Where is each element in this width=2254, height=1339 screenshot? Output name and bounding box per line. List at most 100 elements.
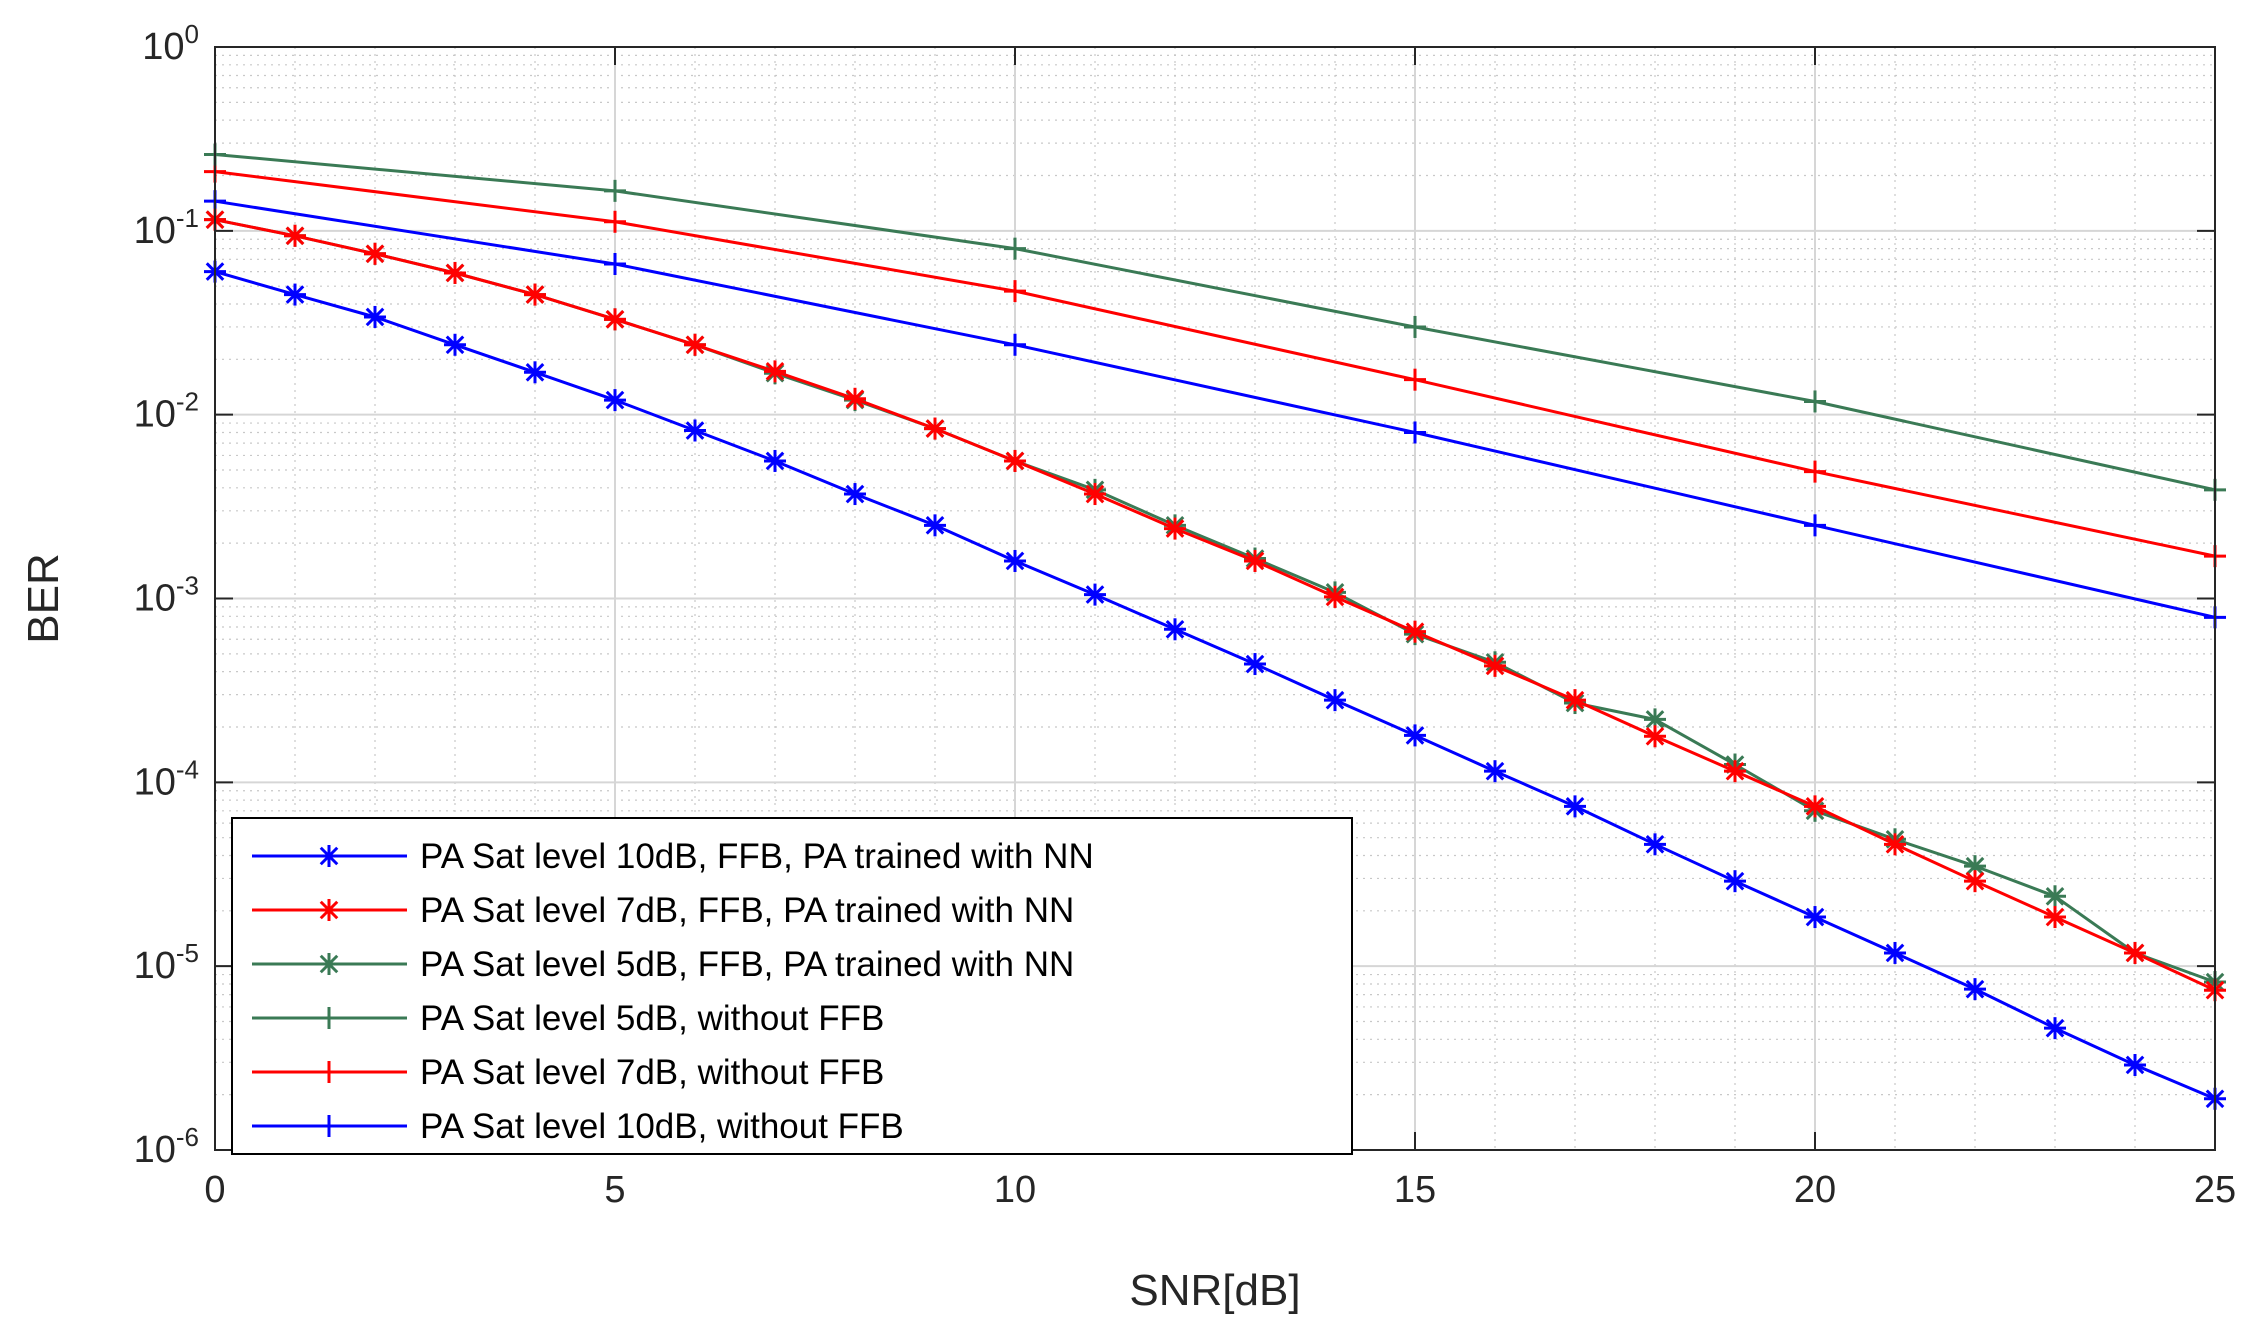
legend-label: PA Sat level 10dB, without FFB	[420, 1107, 904, 1146]
y-tick-label: 10-1	[134, 203, 199, 252]
data-point	[2044, 1017, 2066, 1040]
data-point	[604, 179, 626, 202]
data-point	[1244, 549, 1266, 572]
legend-marker	[318, 953, 340, 975]
series-line	[214, 170, 2216, 558]
data-point	[1164, 517, 1186, 540]
series-line	[214, 218, 2216, 992]
data-point	[1884, 833, 1906, 856]
data-point	[1084, 583, 1106, 606]
data-point	[1644, 833, 1666, 856]
data-point	[2124, 1053, 2146, 1076]
data-point	[1004, 333, 1026, 356]
data-point	[2044, 885, 2066, 908]
x-tick-label: 10	[994, 1169, 1036, 1211]
legend-label: PA Sat level 5dB, without FFB	[420, 999, 884, 1038]
data-point	[1964, 978, 1986, 1001]
series-line	[214, 270, 2216, 1101]
data-point	[1244, 653, 1266, 676]
data-point	[1404, 620, 1426, 643]
plot-series	[204, 143, 2226, 1110]
legend-entry: PA Sat level 5dB, FFB, PA trained with N…	[252, 945, 1074, 984]
x-tick-label: 0	[204, 1169, 225, 1211]
data-point	[444, 261, 466, 284]
data-point	[844, 483, 866, 506]
data-point	[764, 449, 786, 472]
series-line	[214, 199, 2216, 619]
data-point	[2124, 941, 2146, 964]
data-point	[924, 417, 946, 440]
data-point	[1004, 549, 1026, 572]
legend-entry: PA Sat level 5dB, without FFB	[252, 999, 884, 1038]
data-point	[524, 361, 546, 384]
data-point	[284, 283, 306, 306]
data-point	[364, 242, 386, 265]
data-point	[1804, 514, 1826, 537]
data-point	[444, 333, 466, 356]
legend-entry: PA Sat level 10dB, FFB, PA trained with …	[252, 837, 1094, 876]
legend-marker	[318, 1007, 340, 1029]
data-point	[1804, 906, 1826, 929]
data-point	[604, 253, 626, 276]
data-point	[684, 419, 706, 442]
data-point	[604, 210, 626, 233]
legend-label: PA Sat level 7dB, FFB, PA trained with N…	[420, 891, 1074, 930]
data-point	[1004, 280, 1026, 303]
legend-marker	[318, 899, 340, 921]
data-point	[1004, 237, 1026, 260]
data-point	[764, 360, 786, 383]
data-point	[1564, 795, 1586, 818]
legend-entries: PA Sat level 10dB, FFB, PA trained with …	[252, 837, 1094, 1146]
data-point	[1644, 725, 1666, 748]
x-tick-label: 25	[2194, 1169, 2236, 1211]
data-point	[1804, 390, 1826, 413]
legend-entry: PA Sat level 7dB, without FFB	[252, 1053, 884, 1092]
series-1	[204, 260, 2226, 1110]
data-point	[1404, 724, 1426, 747]
data-point	[1724, 870, 1746, 893]
legend-box	[231, 817, 1353, 1155]
y-tick-label: 10-6	[134, 1122, 199, 1171]
data-point	[1484, 760, 1506, 783]
y-tick-label: 10-3	[134, 571, 199, 620]
data-point	[844, 387, 866, 410]
data-point	[1964, 870, 1986, 893]
data-point	[524, 283, 546, 306]
data-point	[1404, 368, 1426, 391]
legend-label: PA Sat level 10dB, FFB, PA trained with …	[420, 837, 1094, 876]
axis-tick-labels: 0 5 10 15 20 25 10-6 10-5 10-4 10-3 10-2 10-1 100	[134, 19, 2237, 1211]
data-point	[1324, 585, 1346, 608]
data-point	[924, 514, 946, 537]
data-point	[1804, 460, 1826, 483]
data-point	[1164, 618, 1186, 641]
legend-marker	[318, 1061, 340, 1083]
series-2	[204, 208, 2226, 1002]
data-point	[1404, 315, 1426, 338]
legend-marker	[318, 1115, 340, 1137]
x-tick-label: 20	[1794, 1169, 1836, 1211]
data-point	[364, 305, 386, 328]
x-axis-label: SNR[dB]	[1129, 1266, 1300, 1315]
legend-marker	[318, 845, 340, 867]
legend-label: PA Sat level 7dB, without FFB	[420, 1053, 884, 1092]
data-point	[1404, 421, 1426, 444]
data-point	[1804, 795, 1826, 818]
legend-label: PA Sat level 5dB, FFB, PA trained with N…	[420, 945, 1074, 984]
data-point	[2044, 906, 2066, 929]
x-tick-label: 5	[604, 1169, 625, 1211]
data-point	[1564, 689, 1586, 712]
y-tick-label: 100	[142, 19, 199, 68]
data-point	[604, 389, 626, 412]
data-point	[604, 308, 626, 331]
legend: PA Sat level 10dB, FFB, PA trained with …	[231, 817, 1353, 1155]
y-axis-label: BER	[19, 553, 68, 643]
legend-entry: PA Sat level 7dB, FFB, PA trained with N…	[252, 891, 1074, 930]
y-tick-label: 10-5	[134, 938, 199, 987]
data-point	[284, 224, 306, 247]
x-tick-label: 15	[1394, 1169, 1436, 1211]
data-point	[1004, 449, 1026, 472]
data-point	[1324, 689, 1346, 712]
data-point	[1884, 941, 1906, 964]
y-tick-label: 10-2	[134, 387, 199, 436]
